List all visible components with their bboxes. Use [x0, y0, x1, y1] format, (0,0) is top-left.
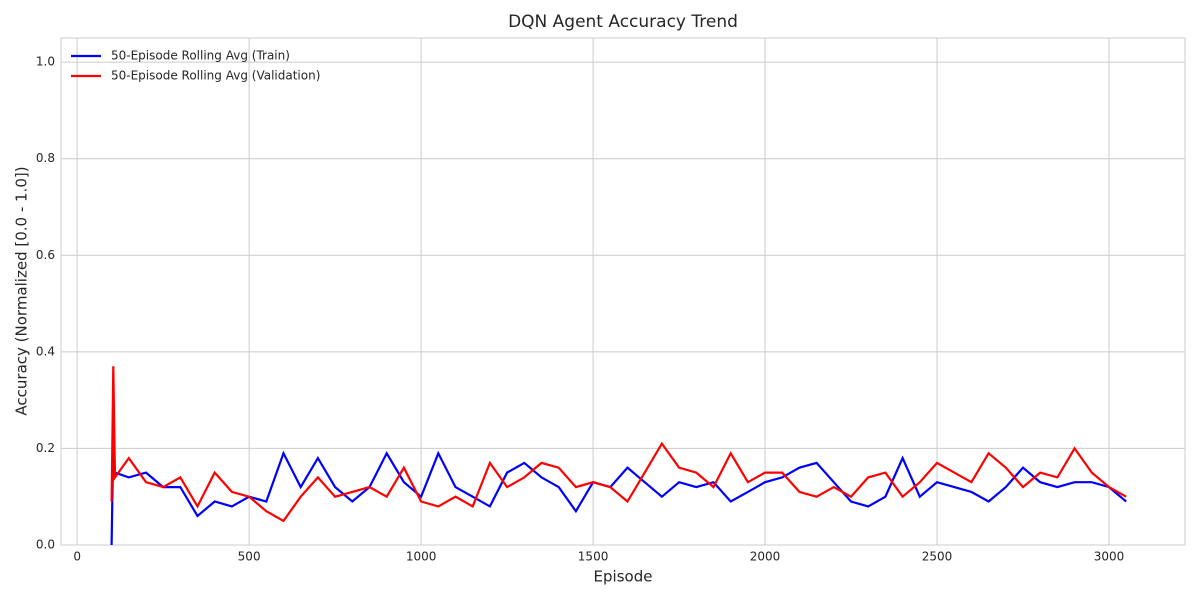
y-tick-label: 0.8 [36, 151, 55, 165]
legend-label: 50-Episode Rolling Avg (Validation) [111, 69, 320, 83]
x-tick-label: 3000 [1094, 550, 1125, 564]
chart-title: DQN Agent Accuracy Trend [508, 12, 738, 32]
x-tick-label: 500 [238, 550, 261, 564]
x-tick-label: 2500 [922, 550, 953, 564]
y-axis-label: Accuracy (Normalized [0.0 - 1.0]) [13, 166, 31, 415]
x-axis-label: Episode [594, 568, 653, 586]
y-tick-label: 0.0 [36, 538, 55, 552]
x-tick-label: 1500 [578, 550, 609, 564]
y-tick-label: 1.0 [36, 55, 55, 69]
plot-area [60, 37, 1186, 546]
y-tick-label: 0.6 [36, 248, 55, 262]
y-tick-label: 0.4 [36, 344, 55, 358]
x-tick-label: 2000 [750, 550, 781, 564]
y-tick-label: 0.2 [36, 441, 55, 455]
legend-label: 50-Episode Rolling Avg (Train) [111, 49, 290, 63]
series-line [110, 366, 1127, 523]
x-tick-label: 1000 [406, 550, 437, 564]
x-tick-label: 0 [73, 550, 81, 564]
